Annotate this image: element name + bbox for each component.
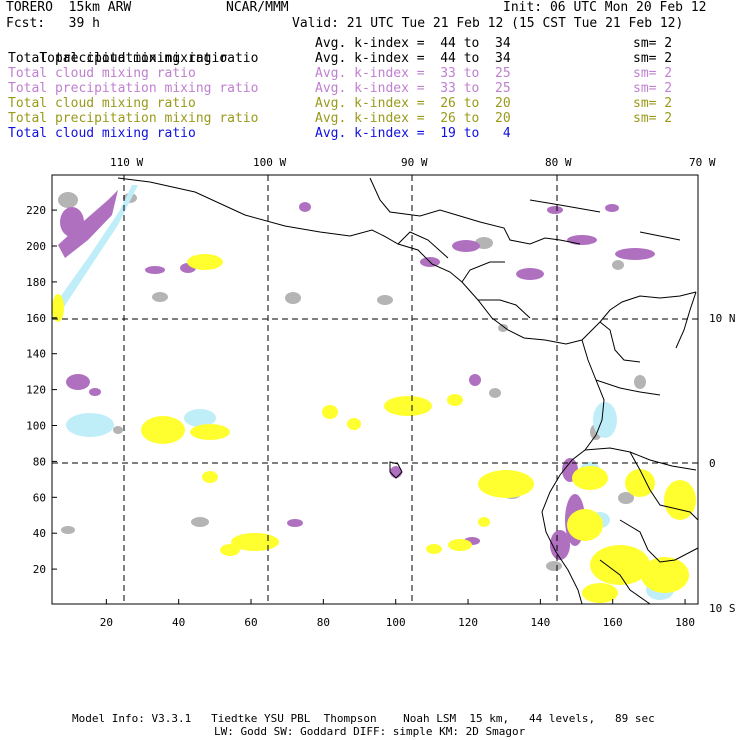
y-tick-label: 100 xyxy=(26,420,46,433)
y-tick-label: 120 xyxy=(26,384,46,397)
field-violet xyxy=(58,190,655,560)
lat-lon-grid xyxy=(52,175,698,604)
legend-kindex: Avg. k-index = 26 to 20 xyxy=(315,96,511,111)
x-tick-label: 120 xyxy=(458,616,478,629)
y-tick-label: 140 xyxy=(26,348,46,361)
y-tick-label: 20 xyxy=(33,563,46,576)
legend-kindex: Avg. k-index = 33 to 25 xyxy=(315,66,511,81)
field-gray xyxy=(58,192,646,571)
lon-label: 70 W xyxy=(689,156,716,169)
y-tick-label: 60 xyxy=(33,491,46,504)
legend-kindex: Avg. k-index = 44 to 34 xyxy=(315,36,511,51)
legend-kindex: Avg. k-index = 19 to 4 xyxy=(315,126,511,141)
legend-sm: sm= 2 xyxy=(633,96,673,111)
legend-field: Total precipitation mixing ratio xyxy=(8,51,259,66)
y-tick-label: 160 xyxy=(26,312,46,325)
y-tick-label: 40 xyxy=(33,527,46,540)
legend-field: Total cloud mixing ratio xyxy=(39,51,228,66)
legend-sm: sm= 2 xyxy=(633,81,673,96)
org-label: NCAR/MMM xyxy=(226,0,289,15)
y-tick-label: 180 xyxy=(26,276,46,289)
x-tick-label: 160 xyxy=(603,616,623,629)
y-axis: 220 200 180 160 140 120 100 80 60 40 20 xyxy=(26,204,57,576)
lon-label: 110 W xyxy=(110,156,143,169)
y-tick-label: 80 xyxy=(33,455,46,468)
legend-row: Total cloud mixing ratio xyxy=(8,36,227,66)
model-title: TORERO 15km ARW xyxy=(6,0,132,15)
field-yellow xyxy=(52,254,696,603)
lat-label: 0 xyxy=(709,457,716,470)
legend-field: Total cloud mixing ratio xyxy=(8,66,196,81)
lon-label: 80 W xyxy=(545,156,572,169)
model-info: Model Info: V3.3.1 Tiedtke YSU PBL Thomp… xyxy=(72,712,655,725)
lat-label: 10 N xyxy=(709,312,736,325)
legend-sm: sm= 2 xyxy=(633,111,673,126)
legend-kindex: Avg. k-index = 44 to 34 xyxy=(315,51,511,66)
x-tick-label: 20 xyxy=(100,616,113,629)
x-tick-label: 140 xyxy=(530,616,550,629)
physics-info: LW: Godd SW: Goddard DIFF: simple KM: 2D… xyxy=(214,725,526,738)
x-axis: 2040608010012014016018020022024026028030… xyxy=(100,599,695,629)
x-tick-label: 180 xyxy=(675,616,695,629)
y-tick-label: 220 xyxy=(26,204,46,217)
x-tick-label: 40 xyxy=(172,616,185,629)
y-tick-label: 200 xyxy=(26,240,46,253)
legend-sm: sm= 2 xyxy=(633,51,673,66)
valid-time: Valid: 21 UTC Tue 21 Feb 12 (15 CST Tue … xyxy=(292,16,684,31)
x-tick-label: 60 xyxy=(244,616,257,629)
legend-kindex: Avg. k-index = 26 to 20 xyxy=(315,111,511,126)
x-tick-label: 100 xyxy=(386,616,406,629)
forecast-hour: Fcst: 39 h xyxy=(6,16,100,31)
init-time: Init: 06 UTC Mon 20 Feb 12 xyxy=(503,0,707,15)
coastlines xyxy=(117,177,699,605)
lon-label: 100 W xyxy=(253,156,286,169)
plot-frame xyxy=(51,174,699,605)
legend-field: Total cloud mixing ratio xyxy=(8,96,196,111)
legend-field: Total precipitation mixing ratio xyxy=(8,111,259,126)
legend-kindex: Avg. k-index = 33 to 25 xyxy=(315,81,511,96)
legend-sm: sm= 2 xyxy=(633,66,673,81)
x-tick-label: 80 xyxy=(317,616,330,629)
legend-sm: sm= 2 xyxy=(633,36,673,51)
lon-label: 90 W xyxy=(401,156,428,169)
legend-field: Total precipitation mixing ratio xyxy=(8,81,259,96)
plot-area xyxy=(51,174,699,605)
legend-field: Total cloud mixing ratio xyxy=(8,126,196,141)
lat-label: 10 S xyxy=(709,602,736,615)
